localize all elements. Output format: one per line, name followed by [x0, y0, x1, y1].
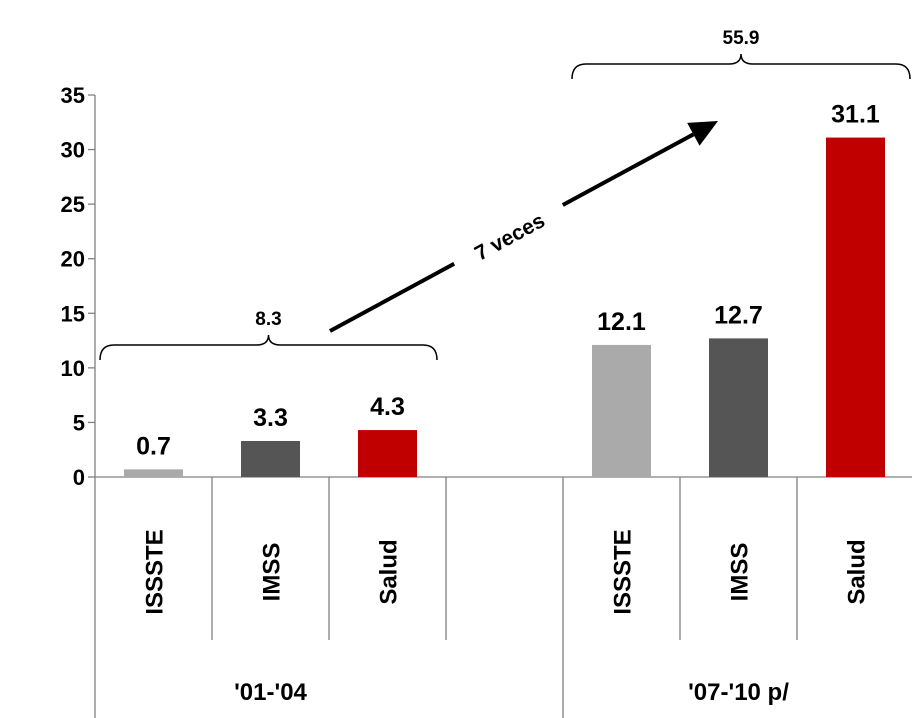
- group-total-brace: [99, 334, 438, 361]
- y-tick-label: 35: [61, 83, 85, 108]
- bar-value-label: 31.1: [831, 101, 880, 129]
- y-tick-label: 0: [73, 465, 85, 490]
- x-category-label: ISSSTE: [142, 529, 169, 614]
- bar-value-label: 0.7: [136, 432, 171, 460]
- x-category-label: Salud: [376, 539, 403, 604]
- bar-value-label: 12.7: [714, 301, 763, 329]
- bar-value-label: 3.3: [253, 404, 288, 432]
- y-tick-label: 10: [61, 356, 85, 381]
- bar-value-label: 12.1: [597, 308, 646, 336]
- chart-axes: 0 5 10 15 20 25 30 35: [61, 83, 912, 718]
- bar: [709, 338, 768, 477]
- x-group-label: '01-'04: [234, 679, 307, 706]
- arrow-annotation-label: 7 veces: [471, 209, 549, 265]
- y-tick-label: 15: [61, 301, 85, 326]
- arrow-shaft: [561, 132, 695, 207]
- group-total-brace: [571, 53, 911, 80]
- x-category-label: IMSS: [727, 543, 754, 602]
- y-tick-label: 30: [61, 138, 85, 163]
- arrow-shaft: [329, 262, 456, 333]
- y-tick-label: 5: [73, 410, 85, 435]
- chart-data-labels: 0.7 ISSSTE 3.3 IMSS 4.3 Salud '01-'04 12.1 ISSST…: [136, 101, 880, 706]
- bar: [592, 344, 651, 477]
- chart-annotations: 8.3 55.9 7 veces: [99, 28, 911, 361]
- group-total-label: 8.3: [255, 309, 281, 330]
- bar: [124, 469, 183, 477]
- y-tick-label: 20: [61, 247, 85, 272]
- y-tick-label: 25: [61, 192, 85, 217]
- x-category-label: Salud: [844, 539, 871, 604]
- x-category-label: IMSS: [259, 543, 286, 602]
- bar-value-label: 4.3: [370, 393, 405, 421]
- arrow-head: [687, 121, 718, 146]
- bar: [826, 137, 885, 477]
- x-category-label: ISSSTE: [610, 529, 637, 614]
- group-total-label: 55.9: [723, 28, 760, 49]
- bar: [358, 430, 417, 477]
- bar: [241, 440, 300, 477]
- x-group-label: '07-'10 p/: [688, 679, 789, 706]
- chart-bars: [124, 137, 885, 477]
